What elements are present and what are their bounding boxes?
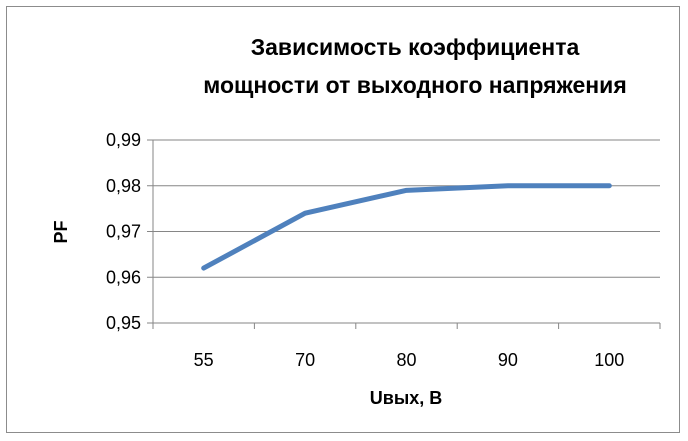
chart-frame: [6, 6, 680, 433]
x-tick-label: 90: [498, 350, 518, 370]
series: [201, 183, 612, 271]
y-tick-label: 0,97: [106, 222, 141, 242]
x-tick-label: 70: [295, 350, 315, 370]
chart-title-line-1: Зависимость коэффициента: [250, 34, 580, 60]
chart-title-line-2: мощности от выходного напряжения: [203, 72, 627, 98]
y-tick-label: 0,95: [106, 313, 141, 333]
y-tick-label: 0,99: [106, 130, 141, 150]
y-tick-labels: 0,95 0,96 0,97 0,98 0,99: [106, 130, 141, 333]
x-tick-label: 100: [594, 350, 624, 370]
x-axis-title: Uвых, В: [370, 388, 442, 408]
axes: [147, 139, 661, 329]
x-tick-label: 55: [194, 350, 214, 370]
y-axis-title: PF: [51, 220, 71, 243]
series-line: [201, 183, 612, 271]
x-tick-labels: 55 70 80 90 100: [194, 350, 625, 370]
y-tick-label: 0,96: [106, 267, 141, 287]
chart-title: Зависимость коэффициента мощности от вых…: [150, 28, 680, 104]
y-tick-label: 0,98: [106, 176, 141, 196]
x-tick-label: 80: [396, 350, 416, 370]
